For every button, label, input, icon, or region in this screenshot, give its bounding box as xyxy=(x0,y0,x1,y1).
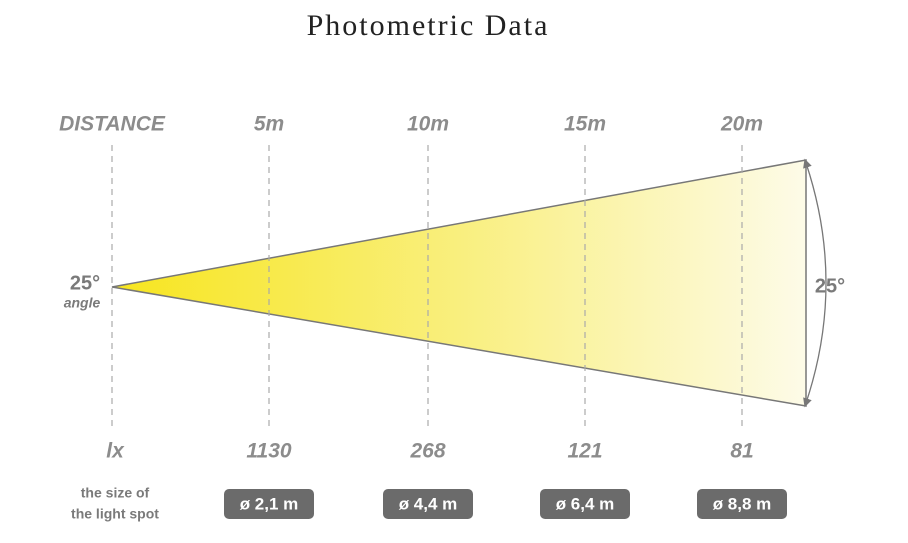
lux-value: 268 xyxy=(409,440,445,463)
spot-badge xyxy=(540,489,630,519)
distance-value: 5m xyxy=(254,113,284,136)
distance-value: 20m xyxy=(720,113,763,136)
lux-value: 81 xyxy=(730,440,753,463)
lux-value: 1130 xyxy=(246,440,291,463)
distance-label: DISTANCE xyxy=(59,113,166,136)
cone-angle: 25° xyxy=(815,275,845,297)
spot-size: ø 6,4 m xyxy=(556,494,615,513)
spot-badge xyxy=(224,489,314,519)
distance-value: 15m xyxy=(564,113,606,136)
spot-size: ø 2,1 m xyxy=(240,494,299,513)
title: Photometric Data xyxy=(307,9,550,42)
spot-size: ø 8,8 m xyxy=(713,494,772,513)
distance-value: 10m xyxy=(407,113,449,136)
spot-label: the light spot xyxy=(71,506,159,522)
spot-badge xyxy=(697,489,787,519)
spot-badge xyxy=(383,489,473,519)
beam-angle: 25° xyxy=(70,272,100,294)
spot-size: ø 4,4 m xyxy=(399,494,458,513)
lux-value: 121 xyxy=(567,440,602,463)
lux-label: lx xyxy=(106,440,125,463)
angle-arc xyxy=(803,158,827,408)
spot-label: the size of xyxy=(81,485,150,501)
light-cone xyxy=(111,159,807,407)
beam-angle-label: angle xyxy=(64,295,101,311)
